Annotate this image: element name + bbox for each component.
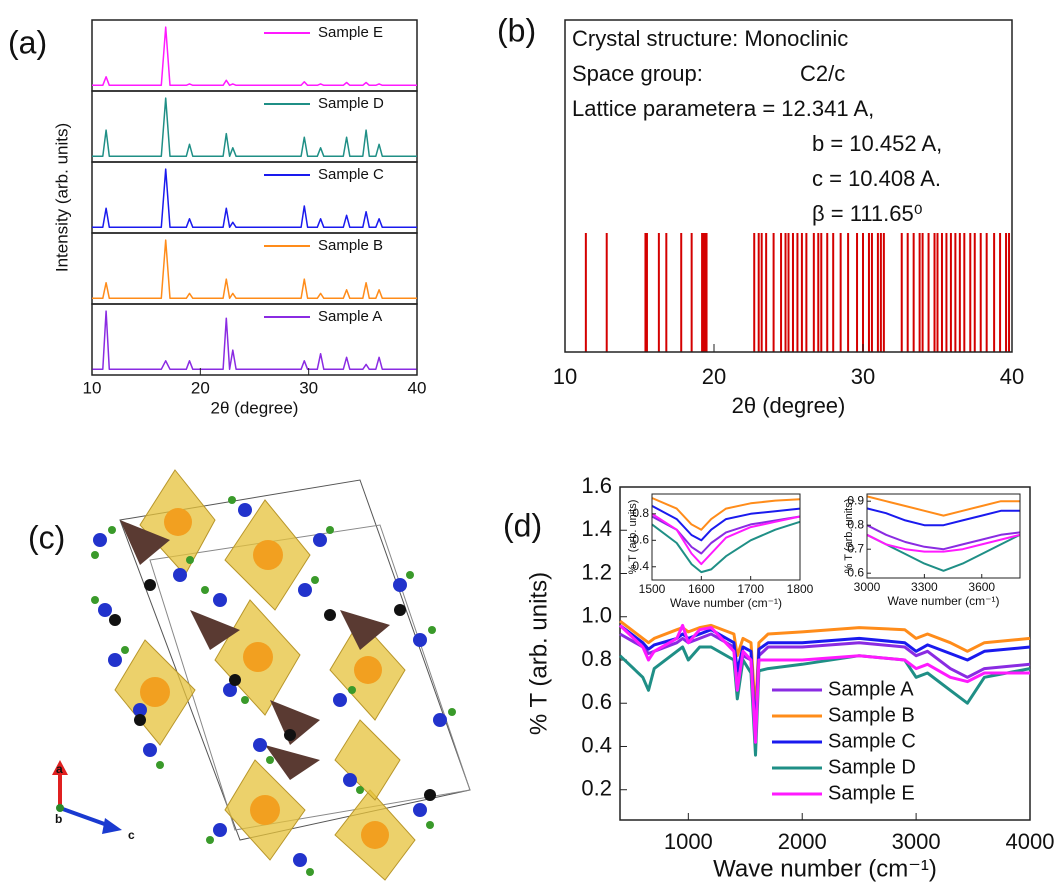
x-tick-label: 3000 <box>854 580 881 594</box>
axis-letter: a <box>56 762 63 776</box>
data-line <box>620 647 1030 755</box>
y-tick-label: 1.2 <box>581 559 612 584</box>
inset-x-label: Wave number (cm⁻¹) <box>888 594 1000 608</box>
legend-label: Sample B <box>318 237 383 254</box>
x-axis-label: Wave number (cm⁻¹) <box>713 855 937 882</box>
x-tick-label: 3300 <box>911 580 938 594</box>
y-tick-label: 1.0 <box>581 603 612 628</box>
x-tick-label: 3600 <box>968 580 995 594</box>
crystal-structure: a b c <box>52 470 470 880</box>
panel-label: (b) <box>497 12 536 48</box>
annotation: β = 111.65⁰ <box>812 201 923 226</box>
annotation: c = 10.408 A. <box>812 166 941 191</box>
legend-label: Sample A <box>318 308 382 325</box>
x-tick-label: 4000 <box>1006 829 1055 854</box>
y-tick-label: 0.6 <box>581 689 612 714</box>
axis-origin <box>56 804 64 812</box>
axis-letter: b <box>55 812 62 826</box>
page: {"chart_data": [ {"type": "line", "panel… <box>0 0 1063 884</box>
panel-label: (d) <box>503 507 542 543</box>
x-tick-label: 3000 <box>892 829 941 854</box>
x-tick-label: 1000 <box>664 829 713 854</box>
x-tick-label: 1500 <box>639 582 666 596</box>
legend-label: Sample E <box>828 782 915 804</box>
x-tick-label: 40 <box>408 378 427 397</box>
annotation: a = 12.341 A, <box>744 96 874 121</box>
x-tick-label: 1800 <box>787 582 814 596</box>
x-tick-label: 20 <box>702 364 726 389</box>
legend-label: Sample D <box>318 95 384 112</box>
panel-label: (c) <box>28 519 65 555</box>
legend-label: Sample B <box>828 704 915 726</box>
unit-cell <box>150 525 470 830</box>
y-axis-label: % T (arb. units) <box>525 572 552 735</box>
x-tick-label: 30 <box>299 378 318 397</box>
x-axis-label: 2θ (degree) <box>732 393 846 418</box>
x-axis-label: 2θ (degree) <box>211 398 299 417</box>
annotation: b = 10.452 A, <box>812 131 942 156</box>
x-tick-label: 2000 <box>778 829 827 854</box>
y-axis-label: Intensity (arb. units) <box>52 123 71 272</box>
axis-letter: c <box>128 828 135 842</box>
legend-label: Sample C <box>318 166 384 183</box>
annotation: Lattice parameter: <box>572 96 749 121</box>
data-line <box>620 625 1030 742</box>
x-tick-label: 10 <box>553 364 577 389</box>
figure: (a) (b) (d) (c) Crystal structure: Monoc… <box>0 0 1063 884</box>
axis-arrow <box>60 808 110 826</box>
y-tick-label: 1.6 <box>581 473 612 498</box>
y-tick-label: 0.2 <box>581 776 612 801</box>
x-tick-label: 40 <box>1000 364 1024 389</box>
annotations: Crystal structure: Monoclinic Space grou… <box>572 26 942 226</box>
y-tick-label: 0.4 <box>581 732 612 757</box>
inset-x-label: Wave number (cm⁻¹) <box>670 596 782 610</box>
legend-label: Sample C <box>828 730 916 752</box>
axis-arrow-head <box>102 818 122 834</box>
x-tick-label: 1700 <box>737 582 764 596</box>
panel-label: (a) <box>8 24 47 60</box>
y-axis-label: % T (arb. units) <box>843 499 855 574</box>
annotation: Crystal structure: Monoclinic <box>572 26 848 51</box>
legend-label: Sample D <box>828 756 916 778</box>
x-tick-label: 30 <box>851 364 875 389</box>
x-tick-label: 20 <box>191 378 210 397</box>
annotation: Space group: <box>572 61 703 86</box>
legend-label: Sample E <box>318 24 383 41</box>
y-tick-label: 1.4 <box>581 516 612 541</box>
x-tick-label: 1600 <box>688 582 715 596</box>
legend-label: Sample A <box>828 678 914 700</box>
y-tick-label: 0.8 <box>581 646 612 671</box>
x-tick-label: 10 <box>83 378 102 397</box>
annotation: C2/c <box>800 61 845 86</box>
y-axis-label: % T (arb. units) <box>627 500 639 575</box>
